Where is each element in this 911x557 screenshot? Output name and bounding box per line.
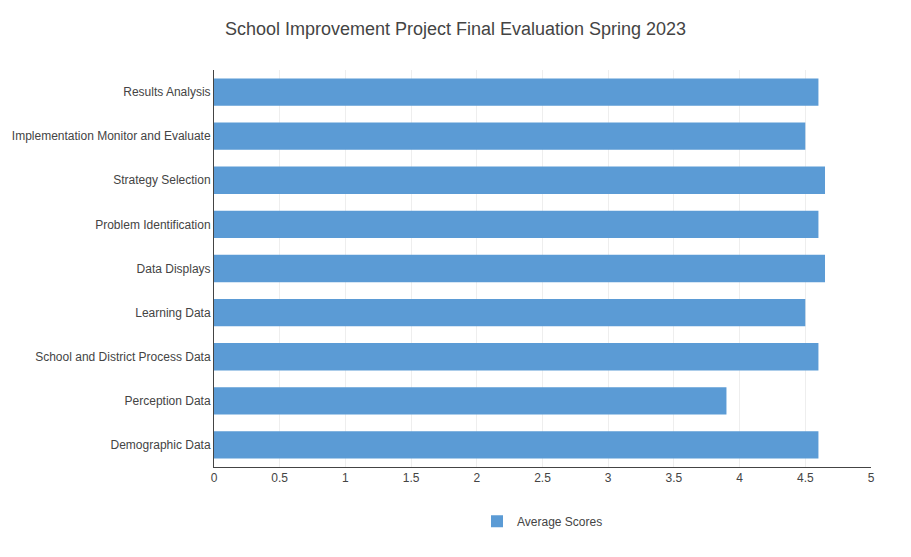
svg-text:1: 1 [342,471,349,485]
svg-text:Strategy Selection: Strategy Selection [113,173,210,187]
svg-text:Average Scores: Average Scores [517,515,602,529]
svg-text:Demographic Data: Demographic Data [111,438,211,452]
svg-text:Data Displays: Data Displays [137,262,211,276]
svg-text:School and District Process Da: School and District Process Data [35,350,211,364]
svg-text:5: 5 [868,471,875,485]
svg-text:0: 0 [211,471,218,485]
svg-text:Implementation Monitor and Eva: Implementation Monitor and Evaluate [12,129,211,143]
svg-text:3: 3 [605,471,612,485]
svg-text:School Improvement Project Fin: School Improvement Project Final Evaluat… [225,19,686,39]
svg-text:Problem Identification: Problem Identification [95,218,210,232]
svg-text:2.5: 2.5 [534,471,551,485]
svg-text:4.5: 4.5 [797,471,814,485]
svg-text:2: 2 [473,471,480,485]
svg-text:0.5: 0.5 [271,471,288,485]
svg-text:4: 4 [736,471,743,485]
svg-text:Perception Data: Perception Data [125,394,211,408]
svg-text:3.5: 3.5 [666,471,683,485]
svg-text:1.5: 1.5 [403,471,420,485]
svg-text:Learning Data: Learning Data [135,306,211,320]
svg-text:Results Analysis: Results Analysis [123,85,210,99]
